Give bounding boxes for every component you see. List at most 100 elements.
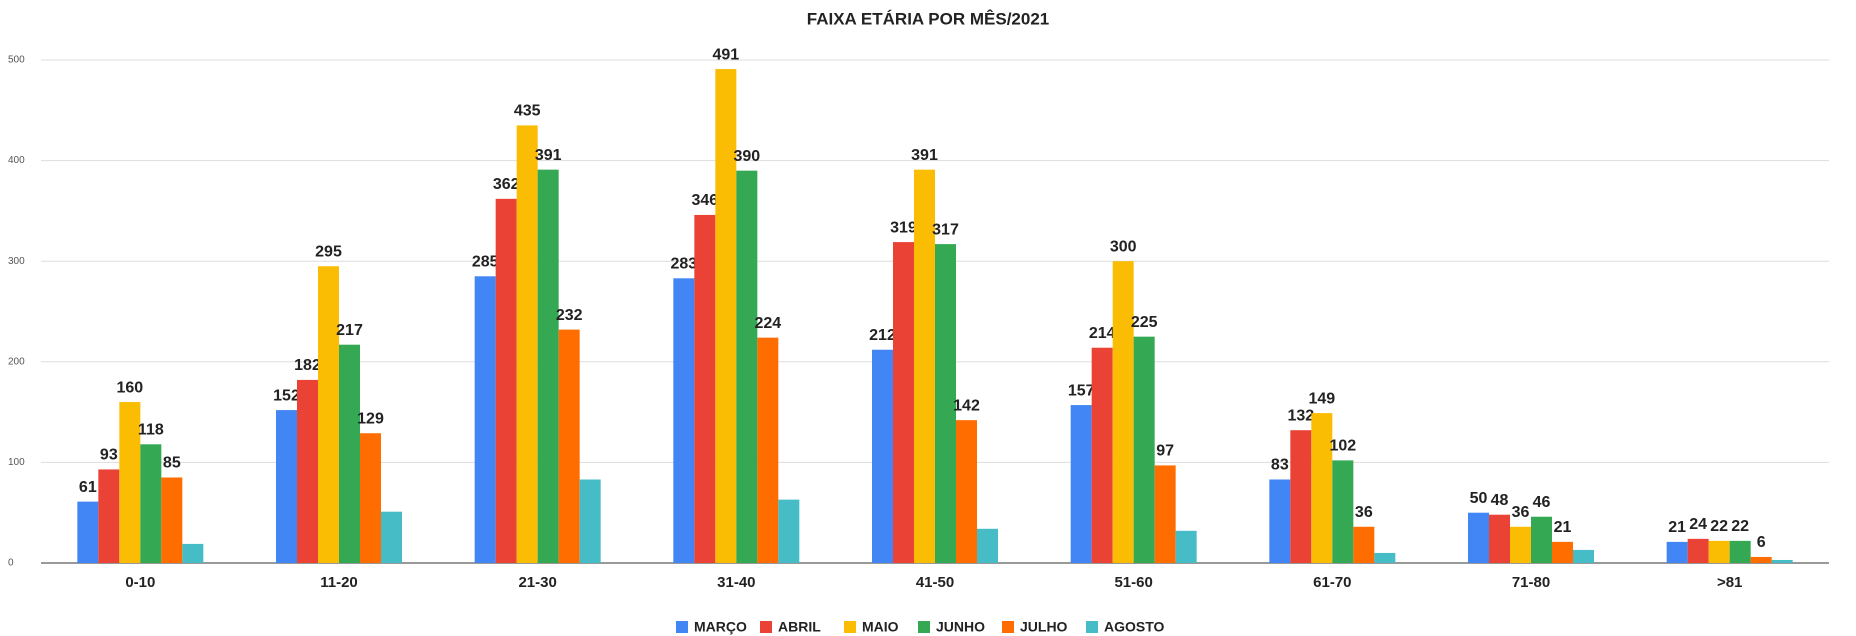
bar (140, 444, 162, 563)
data-label: 317 (932, 221, 959, 238)
bar (1091, 347, 1113, 563)
data-label: 149 (1308, 390, 1335, 407)
data-label: 182 (294, 357, 321, 374)
data-label: 319 (890, 219, 917, 236)
bar (1489, 514, 1510, 563)
x-tick-label: 71-80 (1512, 574, 1550, 591)
data-label: 391 (535, 147, 562, 164)
bar (1353, 526, 1375, 563)
data-label: 225 (1131, 314, 1158, 331)
data-label: 224 (754, 315, 781, 332)
bar (1468, 512, 1489, 563)
bar (182, 543, 204, 563)
data-label: 36 (1512, 504, 1530, 521)
data-label: 491 (712, 46, 739, 63)
bar (935, 244, 956, 563)
x-tick-label: 11-20 (320, 574, 358, 591)
bar (1666, 541, 1688, 563)
legend-label: JUNHO (936, 619, 985, 635)
legend-swatch (760, 621, 772, 633)
data-label: 232 (556, 307, 583, 324)
y-tick-label: 400 (8, 155, 25, 166)
bar (1374, 552, 1396, 563)
bar (98, 469, 120, 563)
bar (119, 402, 141, 563)
bar (297, 379, 318, 563)
bar (1070, 405, 1092, 563)
bar (736, 170, 758, 563)
bar (1332, 460, 1354, 563)
bar (872, 349, 893, 563)
data-label: 362 (493, 176, 520, 193)
bar (1154, 465, 1176, 563)
data-label: 22 (1731, 518, 1749, 535)
bar (579, 479, 601, 563)
bar (1729, 540, 1751, 563)
data-label: 157 (1068, 382, 1095, 399)
bar (1573, 549, 1594, 563)
bar (694, 214, 716, 563)
data-label: 435 (514, 103, 541, 120)
data-label: 212 (869, 327, 896, 344)
data-label: 214 (1089, 325, 1116, 342)
x-tick-label: 61-70 (1313, 574, 1351, 591)
data-label: 36 (1355, 504, 1373, 521)
x-tick-label: >81 (1717, 574, 1742, 591)
legend-swatch (1002, 621, 1014, 633)
bar (339, 344, 360, 563)
bar (161, 477, 183, 563)
bar (1112, 261, 1134, 563)
y-tick-label: 0 (8, 558, 14, 569)
data-label: 102 (1329, 438, 1356, 455)
data-label: 48 (1491, 492, 1509, 509)
data-label: 21 (1554, 519, 1572, 536)
y-tick-label: 300 (8, 256, 25, 267)
bar (778, 499, 800, 563)
legend-label: AGOSTO (1104, 619, 1165, 635)
bar (1510, 526, 1531, 563)
data-label: 21 (1668, 519, 1686, 536)
bar (956, 420, 977, 563)
data-label: 295 (315, 243, 342, 260)
data-label: 22 (1710, 518, 1728, 535)
bar (977, 528, 998, 563)
data-label: 46 (1533, 494, 1551, 511)
legend-label: ABRIL (778, 619, 821, 635)
data-label: 142 (953, 397, 980, 414)
data-label: 283 (670, 256, 697, 273)
x-tick-label: 41-50 (916, 574, 954, 591)
bar (914, 169, 935, 564)
bar (893, 242, 914, 563)
data-label: 85 (163, 455, 181, 472)
chart-title: FAIXA ETÁRIA POR MÊS/2021 (807, 9, 1049, 28)
data-label: 50 (1470, 490, 1488, 507)
y-tick-label: 200 (8, 356, 25, 367)
bar (1133, 336, 1155, 563)
data-label: 300 (1110, 238, 1137, 255)
bar (1687, 538, 1709, 563)
data-label: 93 (100, 447, 118, 464)
bar (1531, 516, 1552, 563)
bar (1771, 559, 1793, 563)
bar (715, 69, 737, 563)
bar (673, 278, 695, 563)
x-tick-label: 31-40 (717, 574, 755, 591)
y-tick-label: 100 (8, 457, 25, 468)
data-label: 118 (138, 422, 164, 439)
bar (1552, 541, 1573, 563)
data-label: 61 (79, 479, 97, 496)
data-label: 6 (1757, 534, 1766, 551)
bar (1175, 530, 1197, 563)
data-label: 346 (691, 192, 718, 209)
bar (318, 266, 339, 563)
bar (495, 198, 517, 563)
bar (276, 410, 297, 563)
bar (474, 276, 496, 563)
data-label: 217 (336, 322, 363, 339)
data-label: 152 (273, 387, 300, 404)
bar (558, 329, 580, 563)
legend-label: JULHO (1020, 619, 1068, 635)
bar (77, 501, 99, 563)
